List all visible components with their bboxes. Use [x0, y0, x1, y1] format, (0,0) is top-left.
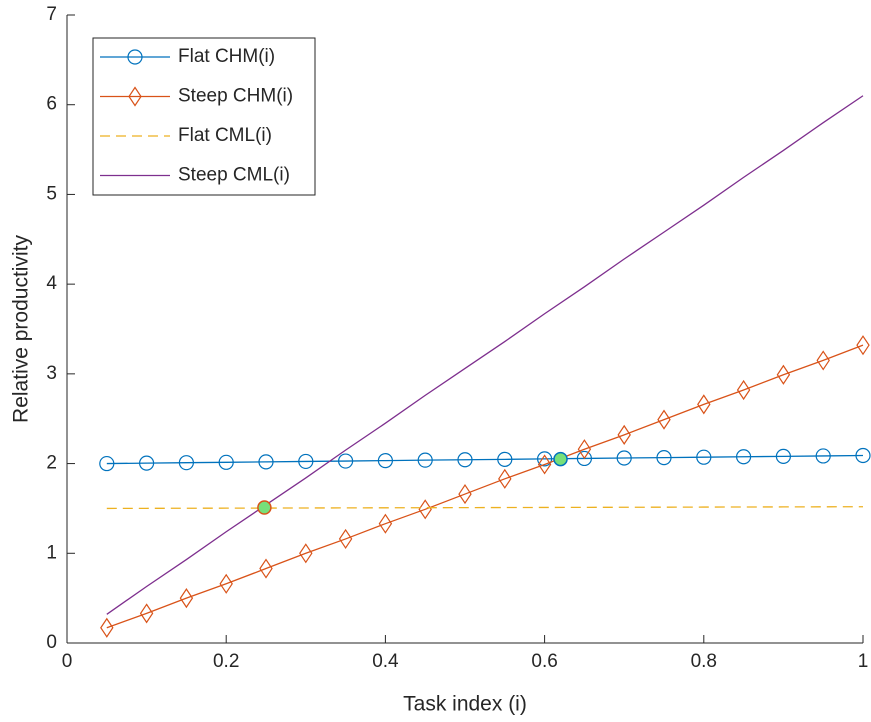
legend: Flat CHM(i) Steep CHM(i) Flat CML(i) Steep …: [92, 37, 316, 196]
marker: [855, 447, 871, 464]
series-line: [106, 95, 864, 615]
marker: [458, 483, 472, 505]
marker: [617, 424, 631, 445]
series-line: [106, 344, 864, 629]
x-tick-label: 0.8: [691, 651, 717, 672]
marker: [259, 558, 273, 579]
marker: [775, 448, 792, 464]
highlight-point: [553, 451, 568, 467]
marker: [378, 513, 393, 534]
marker: [497, 451, 513, 467]
marker: [298, 453, 314, 470]
marker: [537, 454, 552, 475]
marker: [696, 449, 712, 465]
marker: [856, 335, 870, 356]
marker: [139, 455, 155, 471]
marker: [576, 450, 593, 467]
marker: [219, 573, 233, 594]
marker: [616, 450, 632, 466]
marker: [656, 450, 672, 466]
x-tick-label: 0.2: [213, 651, 239, 672]
marker: [816, 350, 830, 371]
marker: [299, 543, 313, 564]
marker: [179, 588, 194, 609]
marker: [338, 453, 354, 469]
marker: [657, 409, 671, 430]
y-tick-label: 2: [46, 453, 57, 474]
x-tick-label: 0.4: [372, 651, 399, 672]
marker: [128, 86, 142, 107]
marker: [815, 448, 831, 464]
y-tick-label: 0: [46, 632, 57, 653]
highlight-point: [257, 500, 272, 515]
y-tick-label: 7: [46, 4, 57, 25]
marker: [776, 364, 791, 385]
x-tick-label: 0.6: [531, 651, 557, 672]
marker: [178, 455, 194, 471]
marker: [127, 49, 143, 65]
marker: [338, 528, 353, 550]
marker: [139, 603, 154, 624]
y-tick-label: 5: [46, 183, 57, 204]
marker: [418, 499, 432, 520]
y-tick-label: 3: [46, 363, 57, 384]
marker: [417, 452, 433, 468]
marker: [457, 452, 473, 468]
marker: [577, 439, 592, 460]
marker: [377, 453, 393, 469]
marker: [536, 451, 553, 467]
marker: [218, 454, 234, 470]
y-tick-label: 6: [46, 94, 57, 115]
series-line: [106, 506, 864, 510]
marker: [258, 454, 274, 470]
marker: [99, 455, 115, 472]
legend-label: Flat CHM(i): [178, 46, 275, 67]
x-tick-label: 0: [62, 651, 73, 672]
legend-label: Steep CML(i): [178, 165, 290, 186]
marker: [498, 468, 512, 489]
y-axis-label: Relative productivity: [10, 235, 33, 423]
legend-box: [92, 37, 316, 196]
legend-label: Steep CHM(i): [178, 86, 293, 107]
y-tick-label: 4: [46, 273, 57, 294]
legend-label: Flat CML(i): [178, 125, 272, 146]
x-axis-label: Task index (i): [403, 693, 527, 716]
marker: [735, 449, 752, 465]
x-tick-label: 1: [858, 651, 869, 672]
marker: [697, 394, 711, 415]
marker: [736, 379, 751, 401]
y-tick-label: 1: [46, 542, 57, 563]
marker: [100, 617, 114, 638]
